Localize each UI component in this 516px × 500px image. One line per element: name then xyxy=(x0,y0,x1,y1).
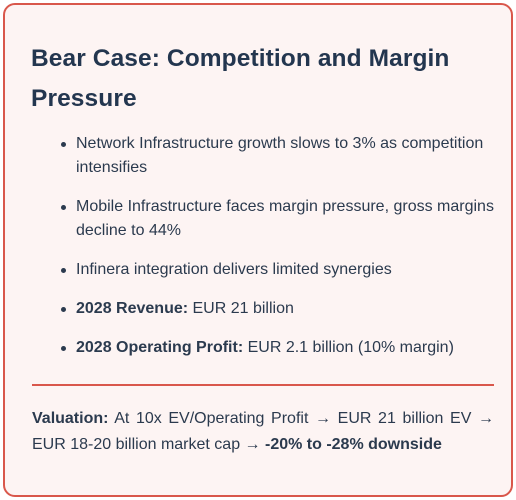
card-title: Bear Case: Competition and Margin Pressu… xyxy=(31,45,450,112)
valuation-text: At 10x EV/Operating Profit → EUR 21 bill… xyxy=(32,410,494,453)
valuation-label: Valuation: xyxy=(32,410,109,427)
bullet-text: Mobile Infrastructure faces margin press… xyxy=(76,198,494,239)
bear-case-card: Bear Case: Competition and Margin Pressu… xyxy=(3,3,513,497)
bullet-text: Network Infrastructure growth slows to 3… xyxy=(76,135,484,176)
bullet-2028-operating-profit: 2028 Operating Profit: EUR 2.1 billion (… xyxy=(61,336,496,360)
valuation-downside: -20% to -28% downside xyxy=(264,436,442,453)
bullet-label: 2028 Revenue: xyxy=(76,300,189,317)
bullet-text: EUR 21 billion xyxy=(188,300,294,317)
bullet-infinera-synergies: Infinera integration delivers limited sy… xyxy=(61,258,496,282)
bullet-label: 2028 Operating Profit: xyxy=(76,339,244,356)
bullet-2028-revenue: 2028 Revenue: EUR 21 billion xyxy=(61,297,496,321)
bullet-text: Infinera integration delivers limited sy… xyxy=(76,261,392,278)
bullet-mobile-margin: Mobile Infrastructure faces margin press… xyxy=(61,195,496,243)
section-divider xyxy=(32,384,494,386)
bullet-text: EUR 2.1 billion (10% margin) xyxy=(243,339,454,356)
bear-case-bullet-list: Network Infrastructure growth slows to 3… xyxy=(61,132,496,375)
bullet-network-growth: Network Infrastructure growth slows to 3… xyxy=(61,132,496,180)
valuation-summary: Valuation: At 10x EV/Operating Profit → … xyxy=(32,406,494,458)
